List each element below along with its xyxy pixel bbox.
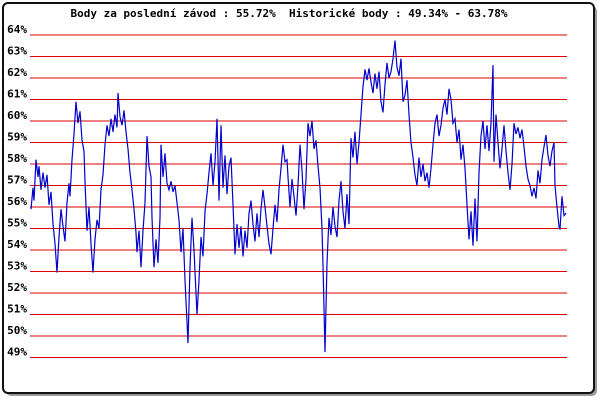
- y-axis-tick-label: 62%: [7, 66, 27, 79]
- y-axis-tick-label: 51%: [7, 303, 27, 316]
- gridlines: [30, 34, 567, 358]
- y-axis-tick-label: 49%: [7, 346, 27, 359]
- y-axis-tick-label: 60%: [7, 109, 27, 122]
- y-axis-tick-label: 53%: [7, 260, 27, 273]
- y-axis-tick-label: 50%: [7, 324, 27, 337]
- y-axis-tick-label: 56%: [7, 195, 27, 208]
- y-axis-tick-label: 55%: [7, 217, 27, 230]
- y-axis-tick-label: 58%: [7, 152, 27, 165]
- y-axis-tick-label: 59%: [7, 131, 27, 144]
- y-axis-tick-label: 54%: [7, 238, 27, 251]
- y-axis-tick-label: 52%: [7, 281, 27, 294]
- y-axis-labels: 64% 63% 62% 61% 60% 59% 58% 57% 56% 55% 54% 53% 52% 5…: [7, 23, 27, 359]
- y-axis-tick-label: 64%: [7, 23, 27, 36]
- points-series-line: [30, 40, 567, 353]
- chart-title: Body za poslední závod : 55.72% Historic…: [70, 7, 508, 20]
- y-axis-tick-label: 61%: [7, 88, 27, 101]
- y-axis-tick-label: 57%: [7, 174, 27, 187]
- y-axis-tick-label: 63%: [7, 45, 27, 58]
